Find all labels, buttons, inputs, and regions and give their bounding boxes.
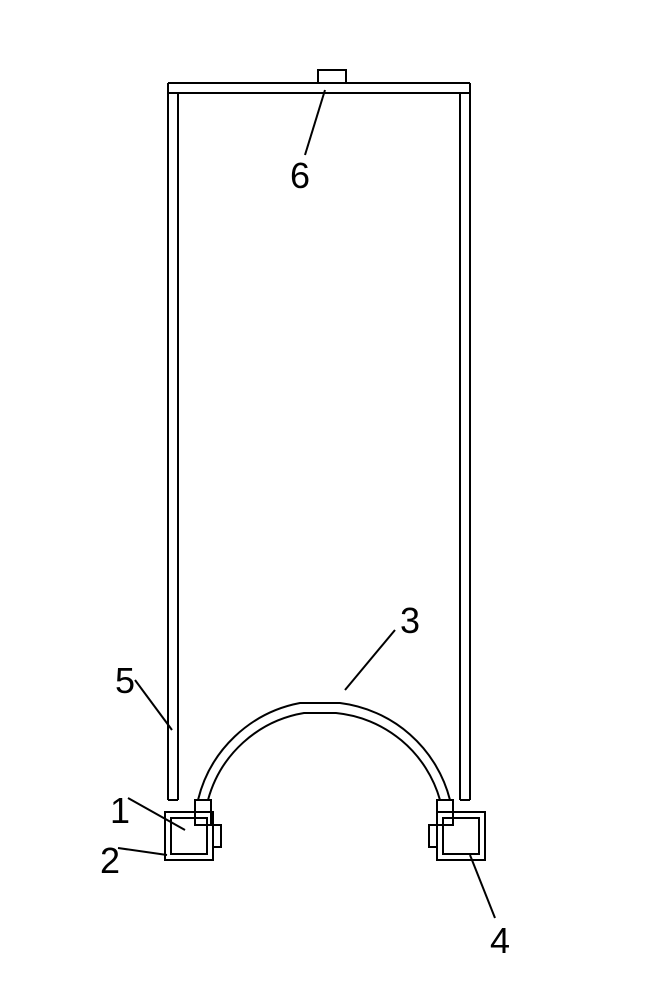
label-1: 1 <box>110 790 130 832</box>
label-5: 5 <box>115 660 135 702</box>
label-6: 6 <box>290 155 310 197</box>
label-4: 4 <box>490 920 510 962</box>
label-3: 3 <box>400 600 420 642</box>
label-2: 2 <box>100 840 120 882</box>
